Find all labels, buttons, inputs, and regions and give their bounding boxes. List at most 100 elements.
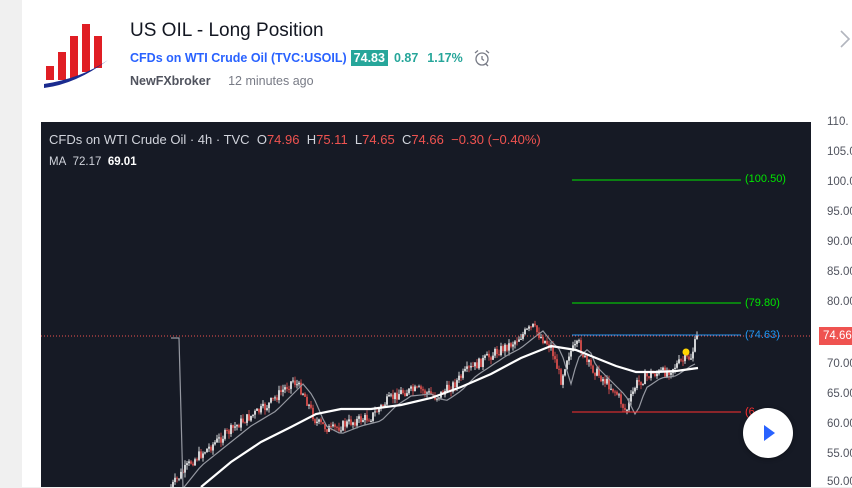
candle-body — [330, 426, 332, 427]
ohlc-legend: CFDs on WTI Crude Oil · 4h · TVC O74.96 … — [49, 132, 541, 147]
candle-body — [448, 385, 450, 391]
candle-body — [468, 366, 470, 367]
candle-body — [194, 459, 196, 465]
candle-body — [270, 398, 272, 403]
candle-body — [564, 369, 566, 375]
candle-body — [398, 394, 400, 400]
chevron-right-icon[interactable] — [838, 28, 852, 50]
candle-body — [262, 404, 264, 406]
candle-body — [546, 341, 548, 345]
candle-body — [624, 408, 626, 410]
ticker-link[interactable]: (TVC:USOIL) — [268, 51, 347, 65]
alarm-clock-icon[interactable] — [473, 49, 491, 67]
candle-body — [260, 406, 262, 412]
candle-body — [350, 419, 352, 425]
candle-body — [306, 397, 308, 406]
axis-tick: 55.00 — [827, 448, 852, 460]
candle-body — [384, 405, 386, 406]
candle-body — [300, 383, 302, 395]
candle-body — [346, 421, 348, 426]
candle-body — [312, 408, 314, 419]
candle-body — [336, 427, 338, 428]
candle-body — [696, 335, 698, 339]
candle-body — [372, 412, 374, 420]
candle-body — [616, 392, 618, 395]
candle-body — [586, 356, 588, 362]
candle-body — [646, 373, 648, 376]
candle-body — [386, 396, 388, 404]
candle-body — [296, 384, 298, 385]
play-button[interactable] — [743, 408, 793, 458]
candle-body — [180, 472, 182, 479]
candle-body — [244, 422, 246, 423]
candle-body — [554, 356, 556, 359]
axis-tick: 100.0 — [827, 176, 852, 188]
candle-body — [590, 360, 592, 366]
candle-body — [264, 404, 266, 410]
candle-body — [636, 380, 638, 388]
chart-area[interactable]: CFDs on WTI Crude Oil · 4h · TVC O74.96 … — [41, 122, 811, 487]
candle-body — [216, 439, 218, 443]
candle-body — [454, 382, 456, 387]
candle-body — [556, 359, 558, 369]
price-axis[interactable]: 110. 105.0 100.0 95.00 90.00 85.00 80.00… — [811, 112, 852, 487]
candle-body — [248, 414, 250, 420]
candle-body — [534, 324, 536, 326]
author-name[interactable]: NewFXbroker — [130, 74, 211, 88]
candle-body — [268, 403, 270, 409]
candle-body — [424, 391, 426, 394]
candle-body — [334, 424, 336, 426]
candle-body — [272, 398, 274, 399]
candle-body — [174, 478, 176, 482]
ma-fast-line — [171, 331, 695, 487]
candle-body — [318, 419, 320, 421]
candle-body — [290, 381, 292, 388]
low-value: 74.65 — [362, 132, 395, 147]
candle-body — [618, 394, 620, 395]
candle-body — [280, 390, 282, 392]
candle-body — [388, 395, 390, 396]
candle-body — [288, 389, 290, 390]
candle-body — [676, 363, 678, 368]
candle-body — [606, 379, 608, 384]
candle-body — [600, 376, 602, 381]
candle-body — [510, 343, 512, 346]
candle-body — [632, 391, 634, 394]
ma-slow-line — [201, 346, 698, 487]
candle-body — [520, 339, 522, 340]
candle-body — [252, 415, 254, 416]
ma-value-2: 69.01 — [108, 156, 137, 168]
candle-body — [192, 464, 194, 466]
candle-body — [478, 359, 480, 369]
candle-body — [220, 437, 222, 442]
candle-body — [198, 451, 200, 460]
candle-body — [654, 374, 656, 377]
price-badge: 74.83 — [351, 50, 388, 66]
symbol-name-link[interactable]: CFDs on WTI Crude Oil — [130, 51, 268, 65]
candle-body — [208, 447, 210, 449]
candle-body — [692, 352, 694, 359]
axis-tick: 60.00 — [827, 418, 852, 430]
close-value: 74.66 — [411, 132, 444, 147]
candle-body — [522, 334, 524, 339]
candle-body — [428, 391, 430, 392]
idea-title[interactable]: US OIL - Long Position — [130, 20, 324, 42]
candle-body — [400, 390, 402, 394]
candle-body — [484, 356, 486, 358]
candle-body — [376, 411, 378, 412]
candle-body — [190, 461, 192, 463]
candle-body — [240, 419, 242, 428]
open-value: 74.96 — [267, 132, 300, 147]
candle-body — [594, 373, 596, 376]
candle-body — [222, 439, 224, 443]
level-label-100-50: (100.50) — [745, 173, 786, 185]
candle-body — [486, 354, 488, 356]
candle-body — [464, 369, 466, 371]
candle-body — [614, 392, 616, 393]
candle-body — [498, 354, 500, 355]
candle-body — [584, 356, 586, 357]
candle-body — [352, 422, 354, 425]
candle-body — [560, 369, 562, 384]
price-chart-canvas — [41, 122, 811, 487]
candle-body — [184, 465, 186, 473]
